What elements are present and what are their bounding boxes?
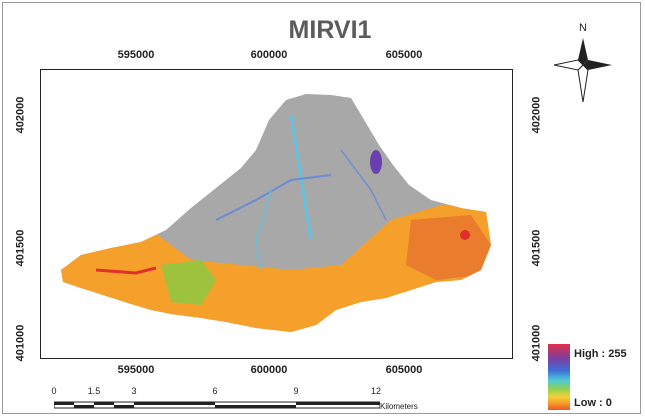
north-label: N — [579, 22, 587, 34]
red-high-spot — [460, 230, 470, 240]
scale-label: 9 — [281, 386, 311, 396]
legend-low-label: Low : 0 — [574, 397, 612, 409]
y-tick-left-label: 401500 — [14, 230, 26, 267]
scale-label: 0 — [39, 386, 69, 396]
y-tick-right: 402000 — [518, 85, 554, 145]
y-tick-left: 401500 — [2, 218, 38, 278]
scale-label: 6 — [200, 386, 230, 396]
legend-color-ramp — [548, 344, 570, 410]
x-tick-top: 605000 — [364, 49, 444, 61]
x-tick-bottom: 605000 — [364, 364, 444, 376]
purple-high-patch — [370, 150, 382, 174]
y-tick-left-label: 401000 — [14, 325, 26, 362]
y-tick-left: 401000 — [2, 313, 38, 373]
x-tick-bottom: 600000 — [229, 364, 309, 376]
y-tick-right-label: 401500 — [530, 230, 542, 267]
legend-high-label: High : 255 — [574, 348, 627, 360]
north-arrow-icon: N — [552, 20, 614, 110]
scale-bar — [54, 400, 380, 410]
map-title: MIRVI1 — [220, 16, 440, 45]
scale-label: 12 — [361, 386, 391, 396]
y-tick-left-label: 402000 — [14, 97, 26, 134]
map-area — [40, 69, 513, 359]
watershed-map — [41, 70, 513, 359]
scale-unit-label: Kilometers — [380, 402, 418, 411]
y-tick-right-label: 402000 — [530, 97, 542, 134]
x-tick-top: 595000 — [96, 49, 176, 61]
y-tick-right: 401500 — [518, 218, 554, 278]
x-tick-bottom: 595000 — [96, 364, 176, 376]
scale-label: 1.5 — [79, 386, 109, 396]
y-tick-left: 402000 — [2, 85, 38, 145]
x-tick-top: 600000 — [229, 49, 309, 61]
y-tick-right-label: 401000 — [530, 325, 542, 362]
scale-label: 3 — [119, 386, 149, 396]
